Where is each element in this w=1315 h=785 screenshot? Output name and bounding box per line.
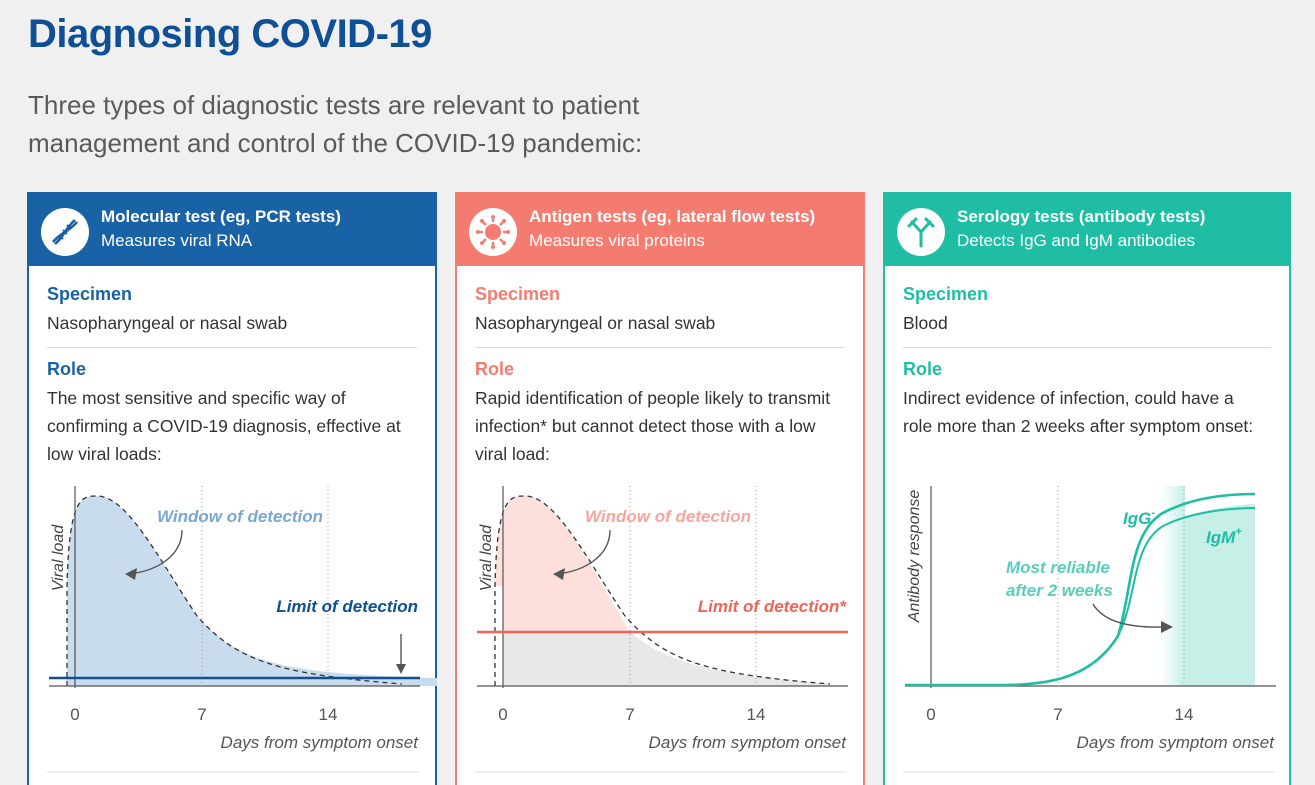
page-title: Diagnosing COVID-19	[28, 12, 432, 56]
x-tick-14: 14	[747, 705, 766, 724]
serology-test-description: Detects IgG and IgM antibodies	[957, 231, 1196, 250]
reliable-window-fade	[1161, 486, 1185, 686]
serology-test-name: Serology tests (antibody tests)	[957, 207, 1206, 226]
y-axis-label: Viral load	[50, 524, 67, 592]
antibody-icon	[897, 208, 945, 256]
igm-label: IgM+	[1206, 526, 1242, 547]
antigen-viral-load-chart: Viral load Window of detection Limit of …	[475, 486, 848, 773]
reliable-arrowhead	[1161, 621, 1173, 633]
x-tick-7: 7	[625, 705, 634, 724]
window-arrowhead	[553, 568, 565, 580]
molecular-viral-load-chart: Viral load Window of detection Limit of …	[47, 486, 437, 773]
molecular-test-header: Molecular test (eg, PCR tests) Measures …	[29, 194, 435, 266]
detection-window-area	[67, 496, 437, 686]
igg-label-sup: -	[1151, 507, 1155, 519]
window-arrowhead	[125, 568, 137, 580]
reliable-window-area	[1185, 504, 1255, 686]
viral-load-curve	[66, 495, 403, 686]
x-axis-label: Days from symptom onset	[649, 733, 848, 752]
divider	[903, 347, 1271, 348]
window-of-detection-label: Window of detection	[157, 507, 323, 526]
x-tick-0: 0	[70, 705, 79, 724]
y-axis-label: Antibody response	[906, 490, 923, 624]
divider	[475, 347, 845, 348]
specimen-text: Blood	[903, 313, 948, 333]
most-reliable-label-line2: after 2 weeks	[1006, 581, 1113, 600]
role-label: Role	[47, 359, 87, 379]
viral-load-curve	[494, 495, 831, 686]
igm-label-sup: +	[1235, 526, 1242, 538]
specimen-label: Specimen	[475, 284, 561, 304]
reliable-arrow	[1092, 603, 1164, 628]
role-label: Role	[475, 359, 515, 379]
x-tick-0: 0	[498, 705, 507, 724]
x-axis-label: Days from symptom onset	[1077, 733, 1276, 752]
specimen-label: Specimen	[903, 284, 989, 304]
antigen-test-card: Antigen tests (eg, lateral flow tests) M…	[455, 192, 865, 785]
below-limit-area	[503, 632, 830, 686]
antigen-test-header: Antigen tests (eg, lateral flow tests) M…	[457, 194, 863, 266]
molecular-test-name: Molecular test (eg, PCR tests)	[101, 207, 341, 226]
igg-label: IgG-	[1123, 507, 1155, 528]
x-axis-label: Days from symptom onset	[221, 733, 420, 752]
igg-label-text: IgG	[1123, 509, 1151, 528]
antigen-test-description: Measures viral proteins	[529, 231, 705, 250]
limit-of-detection-label: Limit of detection*	[698, 597, 848, 616]
x-tick-14: 14	[1175, 705, 1194, 724]
specimen-text: Nasopharyngeal or nasal swab	[47, 313, 288, 333]
serology-test-header: Serology tests (antibody tests) Detects …	[885, 194, 1289, 266]
specimen-text: Nasopharyngeal or nasal swab	[475, 313, 716, 333]
x-tick-7: 7	[197, 705, 206, 724]
specimen-label: Specimen	[47, 284, 133, 304]
window-arrow	[556, 529, 611, 575]
antigen-test-name: Antigen tests (eg, lateral flow tests)	[529, 207, 816, 226]
x-tick-7: 7	[1053, 705, 1062, 724]
igm-label-text: IgM	[1206, 528, 1236, 547]
role-text: The most sensitive and specific way of c…	[47, 388, 401, 464]
page-subtitle: Three types of diagnostic tests are rele…	[28, 90, 643, 158]
molecular-test-description: Measures viral RNA	[101, 231, 253, 250]
igg-curve	[905, 492, 1256, 687]
virus-icon	[469, 208, 517, 256]
limit-of-detection-label: Limit of detection	[276, 597, 418, 616]
role-text: Indirect evidence of infection, could ha…	[903, 388, 1254, 436]
molecular-test-card: Molecular test (eg, PCR tests) Measures …	[27, 192, 437, 785]
x-tick-0: 0	[926, 705, 935, 724]
role-label: Role	[903, 359, 943, 379]
divider	[47, 347, 417, 348]
dna-icon	[41, 208, 89, 256]
role-text: Rapid identification of people likely to…	[475, 388, 831, 464]
y-axis-label: Viral load	[478, 524, 495, 592]
detection-window-area	[495, 496, 630, 632]
limit-arrowhead	[396, 664, 406, 674]
x-tick-14: 14	[319, 705, 338, 724]
most-reliable-label-line1: Most reliable	[1006, 558, 1110, 577]
window-of-detection-label: Window of detection	[585, 507, 751, 526]
window-arrow	[128, 529, 183, 575]
serology-test-card: Serology tests (antibody tests) Detects …	[883, 192, 1291, 785]
antibody-response-chart: Antibody response IgG- IgM+ Most reliabl…	[903, 486, 1276, 773]
